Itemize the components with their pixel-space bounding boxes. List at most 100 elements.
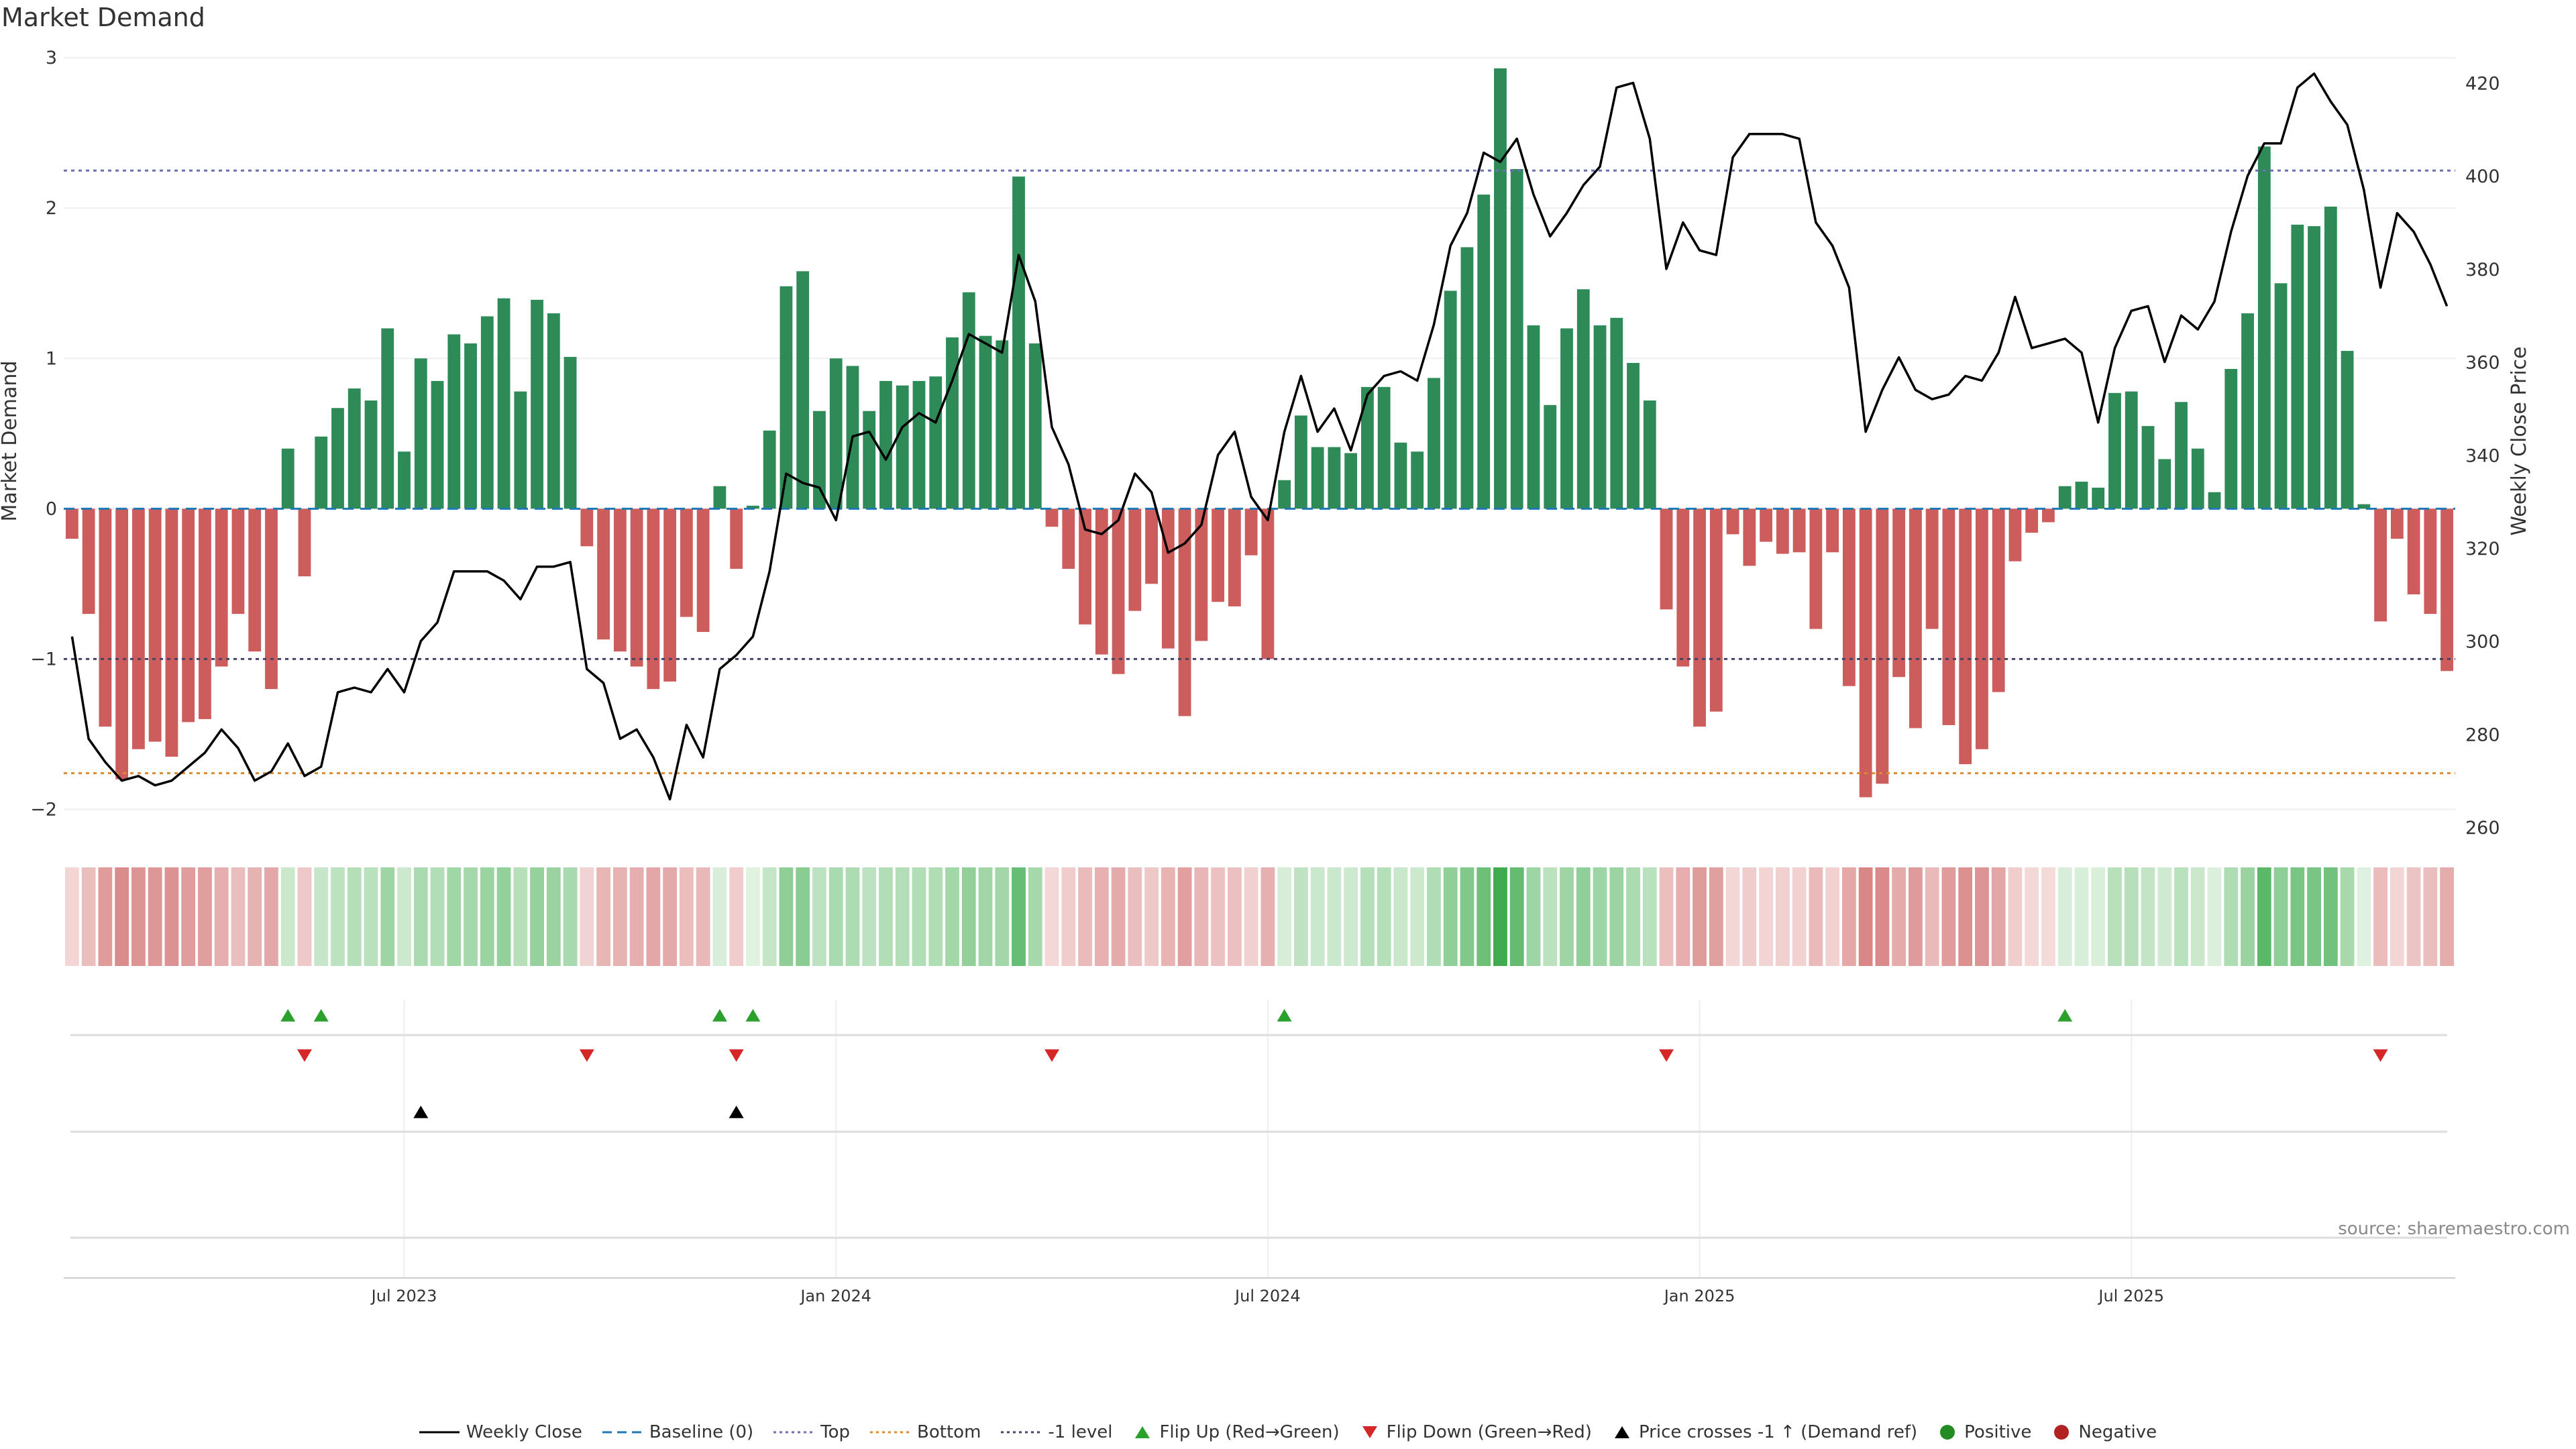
demand-bar [1361,386,1374,509]
demand-bar [1112,508,1125,674]
heat-cell [2141,867,2155,966]
heat-cell [496,867,511,966]
flip-up-marker [745,1009,761,1022]
demand-bar [2025,508,2039,533]
demand-bar [265,508,278,690]
demand-bar [1494,68,1507,509]
heat-cell [580,867,594,966]
demand-bar [564,357,577,509]
heat-cell [2091,867,2106,966]
legend-item: Positive [1937,1422,2031,1442]
heat-cell [1310,867,1325,966]
heat-cell [198,867,212,966]
heat-cell [1576,867,1591,966]
heat-cell [2373,867,2387,966]
y2-tick-label: 280 [2465,724,2500,745]
heat-cell [1809,867,1823,966]
y-tick-label: −2 [30,799,57,820]
demand-bar [1992,508,2005,692]
demand-bar [1328,447,1341,509]
source-credit: source: sharemaestro.com [2338,1219,2570,1239]
chart-legend: Weekly Close Baseline (0) Top Bottom -1 leve… [0,1422,2576,1442]
heat-cell [663,867,678,966]
heat-cell [978,867,993,966]
demand-bar [2224,368,2238,509]
demand-bar [1676,508,1690,667]
demand-bar [1195,508,1208,641]
heat-cell [1443,867,1458,966]
legend-item: Weekly Close [419,1422,582,1442]
demand-bar [2241,313,2254,509]
heat-cell [1941,867,1956,966]
demand-bar [1959,508,1972,765]
legend-marker-icon [1362,1426,1377,1438]
legend-item: Negative [2051,1422,2157,1442]
y2-tick-label: 340 [2465,445,2500,466]
legend-label: Bottom [917,1422,981,1442]
heat-cell [2124,867,2139,966]
demand-bar [2341,351,2354,509]
demand-bar [796,271,810,509]
demand-bar [1411,451,1424,509]
demand-bar [829,358,843,509]
heat-cell [1277,867,1292,966]
heat-cell [746,867,760,966]
legend-label: Negative [2078,1422,2157,1442]
demand-bar [1311,447,1324,509]
price-cross-marker [413,1106,429,1118]
weekly-close-polyline [70,72,2449,801]
demand-bar [1428,378,1440,509]
demand-bar [613,508,627,652]
legend-item: Flip Down (Green→Red) [1360,1422,1592,1442]
demand-bar [1045,508,1059,527]
heat-cell [1327,867,1342,966]
legend-label: Positive [1964,1422,2032,1442]
demand-bar [763,430,776,509]
heat-cell [2340,867,2355,966]
demand-bar [148,508,162,742]
demand-bar [1444,290,1457,509]
demand-bar [2208,492,2221,509]
y2-tick-label: 420 [2465,74,2500,95]
heat-cell [2174,867,2188,966]
x-tick-label: Jan 2025 [1663,1287,1735,1305]
legend-label: Price crosses -1 ↑ (Demand ref) [1638,1422,1918,1442]
demand-bar [1726,508,1739,535]
demand-bar [1294,415,1307,509]
heat-cell [1427,867,1441,966]
demand-bar [1145,508,1158,584]
demand-bar [1826,508,1839,553]
x-tick-label: Jul 2024 [1234,1287,1301,1305]
heat-cell [81,867,96,966]
heat-cell [1393,867,1408,966]
demand-bar [2390,508,2404,539]
demand-bar [1792,508,1806,553]
heat-cell [1526,867,1541,966]
legend-marker-icon [1940,1425,1955,1440]
heat-cell [612,867,627,966]
price-cross-marker [729,1106,744,1118]
demand-bar [813,411,826,509]
demand-bar [663,508,677,682]
flip-up-marker [280,1009,296,1022]
demand-bar [2092,487,2105,509]
legend-label: Weekly Close [466,1422,582,1442]
demand-bar [315,436,328,509]
heat-cell [2190,867,2205,966]
y2-tick-label: 400 [2465,166,2500,187]
heat-cell [1460,867,1474,966]
demand-bar [99,508,112,727]
legend-marker-icon [1614,1426,1629,1438]
y-tick-label: 0 [46,498,57,519]
heat-cell [646,867,661,966]
demand-bar [863,411,876,509]
demand-bar [464,343,477,509]
legend-marker-icon [2054,1425,2070,1440]
heat-cell [912,867,926,966]
heat-cell [1975,867,1989,966]
heat-cell [679,867,694,966]
demand-bar [1178,508,1191,716]
demand-bar [1842,508,1856,686]
flip-down-marker [1044,1049,1060,1062]
demand-bar [780,286,793,509]
